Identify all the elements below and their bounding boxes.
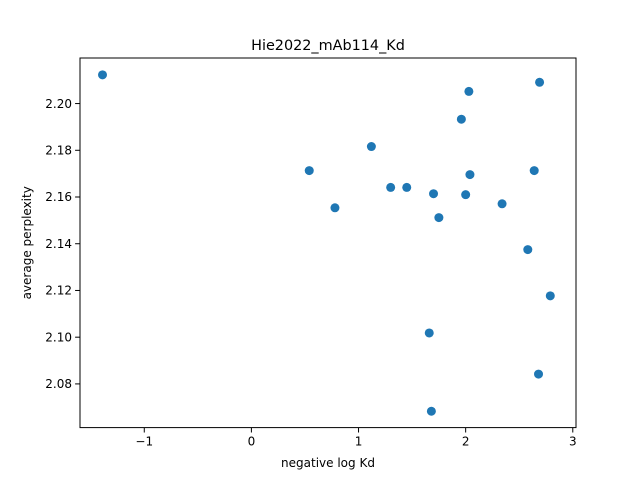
- data-point: [534, 369, 544, 379]
- data-point: [456, 114, 466, 124]
- data-point: [545, 291, 555, 301]
- data-point: [461, 190, 471, 200]
- x-tick-label: 0: [248, 435, 256, 449]
- data-point: [529, 166, 539, 176]
- data-point: [386, 182, 396, 192]
- data-point: [535, 77, 545, 87]
- data-point: [402, 182, 412, 192]
- x-tick-label: −1: [135, 435, 153, 449]
- data-point: [426, 406, 436, 416]
- data-point: [366, 142, 376, 152]
- data-point: [98, 70, 107, 80]
- x-axis-ticks: −1 0 1 2 3: [135, 427, 577, 449]
- data-point: [465, 170, 475, 180]
- data-point: [304, 166, 314, 176]
- data-point: [523, 245, 533, 255]
- y-tick-label: 2.12: [45, 284, 72, 298]
- x-tick-label: 1: [355, 435, 363, 449]
- y-tick-label: 2.08: [45, 377, 72, 391]
- x-tick-label: 2: [462, 435, 470, 449]
- y-axis-ticks: 2.08 2.10 2.12 2.14 2.16 2.18 2.20: [45, 97, 80, 391]
- data-point: [434, 213, 444, 223]
- y-tick-label: 2.10: [45, 330, 72, 344]
- axes-frame: [79, 57, 577, 429]
- x-tick-label: 3: [569, 435, 577, 449]
- data-point: [429, 189, 439, 199]
- y-tick-label: 2.18: [45, 143, 72, 157]
- y-axis-label: average perplexity: [20, 186, 34, 299]
- x-axis-label: negative log Kd: [281, 456, 375, 470]
- y-tick-label: 2.16: [45, 190, 72, 204]
- data-point: [330, 203, 340, 213]
- chart-title: Hie2022_mAb114_Kd: [251, 38, 405, 54]
- data-point: [464, 86, 474, 96]
- data-point: [497, 199, 507, 209]
- data-point: [424, 328, 434, 338]
- y-tick-label: 2.14: [45, 237, 72, 251]
- y-tick-label: 2.20: [45, 97, 72, 111]
- points-layer: [98, 70, 555, 416]
